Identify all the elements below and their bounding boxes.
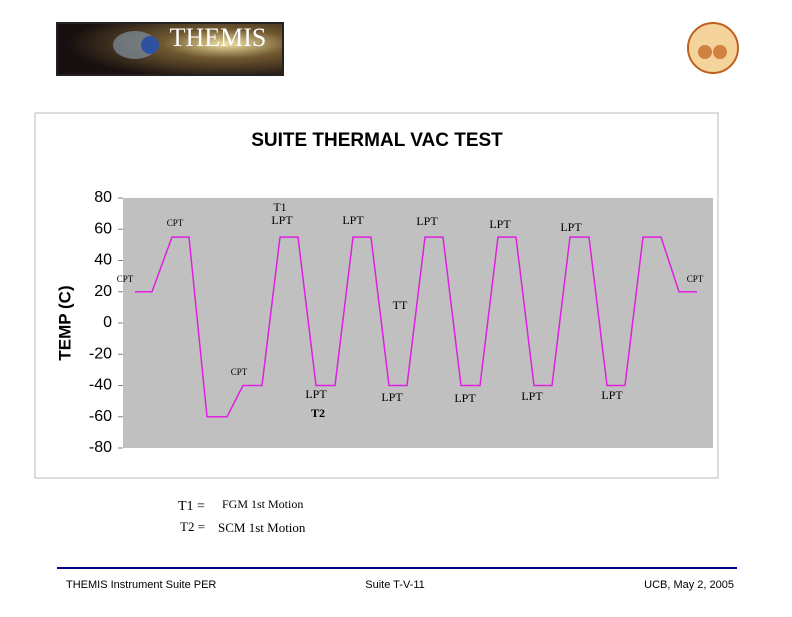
y-tick-label: -60 (89, 408, 112, 425)
annotation: LPT (489, 217, 511, 231)
y-tick-label: 60 (94, 220, 112, 237)
note-label: T2 = (180, 519, 205, 534)
y-tick-label: -80 (89, 439, 112, 456)
y-tick-label: -40 (89, 377, 112, 394)
chart-title: SUITE THERMAL VAC TEST (251, 130, 503, 151)
annotation: CPT (167, 218, 184, 228)
annotation: TT (393, 298, 408, 312)
annotation: LPT (342, 213, 364, 227)
annotation: CPT (687, 274, 704, 284)
annotation: LPT (416, 214, 438, 228)
annotation: LPT (381, 390, 403, 404)
plot-area (123, 198, 713, 448)
logo-text: THEMIS (170, 23, 267, 52)
y-tick-label: 20 (94, 283, 112, 300)
annotation: T1 (273, 200, 286, 214)
y-axis-label: TEMP (C) (55, 285, 74, 360)
annotation: LPT (305, 387, 327, 401)
footer-left: THEMIS Instrument Suite PER (66, 579, 216, 591)
annotation: CPT (117, 274, 134, 284)
footer-center: Suite T-V-11 (365, 579, 425, 591)
mission-patch (687, 22, 739, 74)
y-tick-label: 40 (94, 252, 112, 269)
logo-banner: THEMIS (56, 22, 284, 76)
annotation: LPT (601, 388, 623, 402)
annotation: T2 (311, 406, 325, 420)
note-text: SCM 1st Motion (218, 520, 306, 535)
annotation: LPT (454, 391, 476, 405)
y-tick-label: -20 (89, 345, 112, 362)
y-tick-label: 0 (103, 314, 112, 331)
footer-right: UCB, May 2, 2005 (644, 579, 734, 591)
note-text: FGM 1st Motion (222, 497, 303, 511)
note-label: T1 = (178, 499, 205, 514)
annotation: LPT (560, 220, 582, 234)
annotation: CPT (231, 367, 248, 377)
y-tick-label: 80 (94, 189, 112, 206)
annotation: LPT (521, 389, 543, 403)
data-line (135, 236, 697, 418)
annotation: LPT (271, 213, 293, 227)
